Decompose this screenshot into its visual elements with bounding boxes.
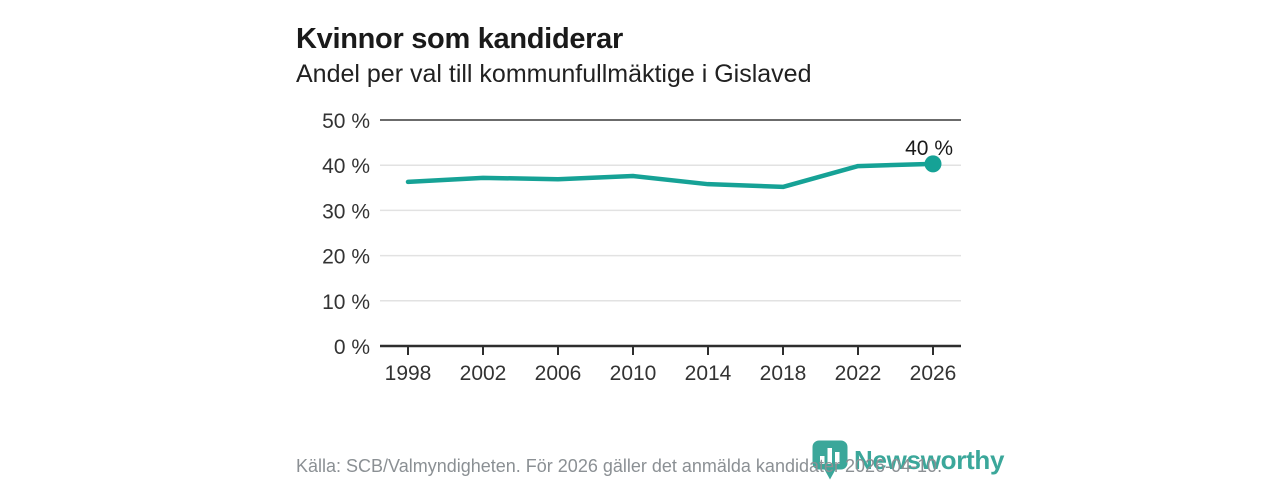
endpoint-value-label: 40 % [905, 137, 953, 160]
x-tick-label: 2006 [535, 362, 582, 385]
x-tick-label: 2022 [835, 362, 882, 385]
newsworthy-wordmark: Newsworthy [854, 445, 1005, 475]
y-tick-label: 0 % [334, 336, 370, 359]
page-title: Kvinnor som kandiderar [296, 23, 623, 56]
x-tick-label: 1998 [385, 362, 432, 385]
y-tick-label: 10 % [322, 291, 370, 314]
y-tick-label: 50 % [322, 110, 370, 133]
endpoint-dot [924, 155, 942, 173]
y-tick-label: 30 % [322, 200, 370, 223]
x-tick-label: 2026 [910, 362, 957, 385]
data-series-line [405, 161, 936, 190]
x-tick-label: 2018 [760, 362, 807, 385]
x-tick-label: 2002 [460, 362, 507, 385]
x-tick-label: 2014 [685, 362, 732, 385]
chart-subtitle: Andel per val till kommunfullmäktige i G… [296, 60, 812, 88]
x-tick-label: 2010 [610, 362, 657, 385]
y-tick-label: 40 % [322, 155, 370, 178]
y-tick-label: 20 % [322, 246, 370, 269]
newsworthy-logo: Newsworthy [812, 440, 1004, 480]
newsworthy-pin-icon [812, 440, 848, 480]
source-note: Källa: SCB/Valmyndigheten. För 2026 gäll… [296, 456, 943, 476]
